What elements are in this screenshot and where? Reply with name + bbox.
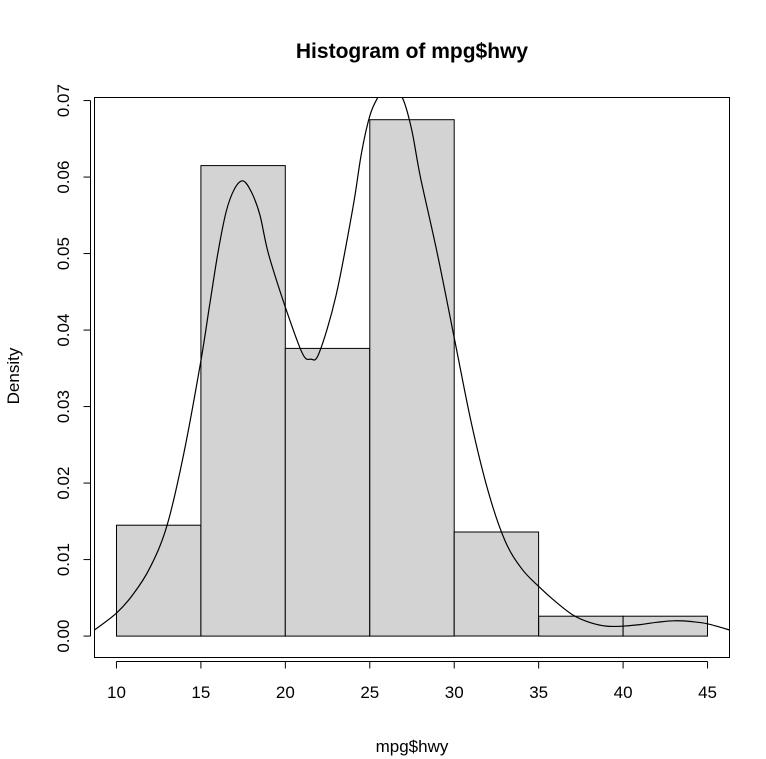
histogram-bar <box>200 165 286 637</box>
plot-box <box>94 97 730 658</box>
x-tick-label: 10 <box>107 683 126 702</box>
y-tick-label: 0.04 <box>54 314 73 347</box>
y-tick-label: 0.06 <box>54 161 73 194</box>
plot-frame <box>94 97 730 658</box>
y-axis-label: Density <box>4 347 23 404</box>
y-tick-label: 0.03 <box>54 390 73 423</box>
x-axis-label: mpg$hwy <box>376 737 449 756</box>
histogram-bar <box>453 531 540 637</box>
y-tick-label: 0.07 <box>54 84 73 117</box>
x-tick-label: 35 <box>529 683 548 702</box>
histogram-bar <box>284 347 371 637</box>
y-tick-label: 0.01 <box>54 543 73 576</box>
y-axis: 0.00 0.01 0.02 0.03 0.04 0.05 0.06 0.07 <box>54 84 91 653</box>
x-tick-label: 20 <box>276 683 295 702</box>
histogram-bars <box>116 119 708 637</box>
y-tick-label: 0.05 <box>54 237 73 270</box>
histogram-bar <box>116 524 202 637</box>
x-tick-label: 40 <box>614 683 633 702</box>
y-tick-label: 0.02 <box>54 467 73 500</box>
histogram-bar <box>622 615 708 637</box>
x-tick-label: 25 <box>360 683 379 702</box>
chart-title: Histogram of mpg$hwy <box>296 40 529 63</box>
x-axis: 10 15 20 25 30 35 40 45 <box>107 661 717 702</box>
y-tick-label: 0.00 <box>54 620 73 653</box>
x-tick-label: 30 <box>445 683 464 702</box>
x-tick-label: 15 <box>191 683 210 702</box>
density-curve <box>94 97 730 631</box>
x-tick-label: 45 <box>698 683 717 702</box>
histogram-bar <box>369 119 455 637</box>
